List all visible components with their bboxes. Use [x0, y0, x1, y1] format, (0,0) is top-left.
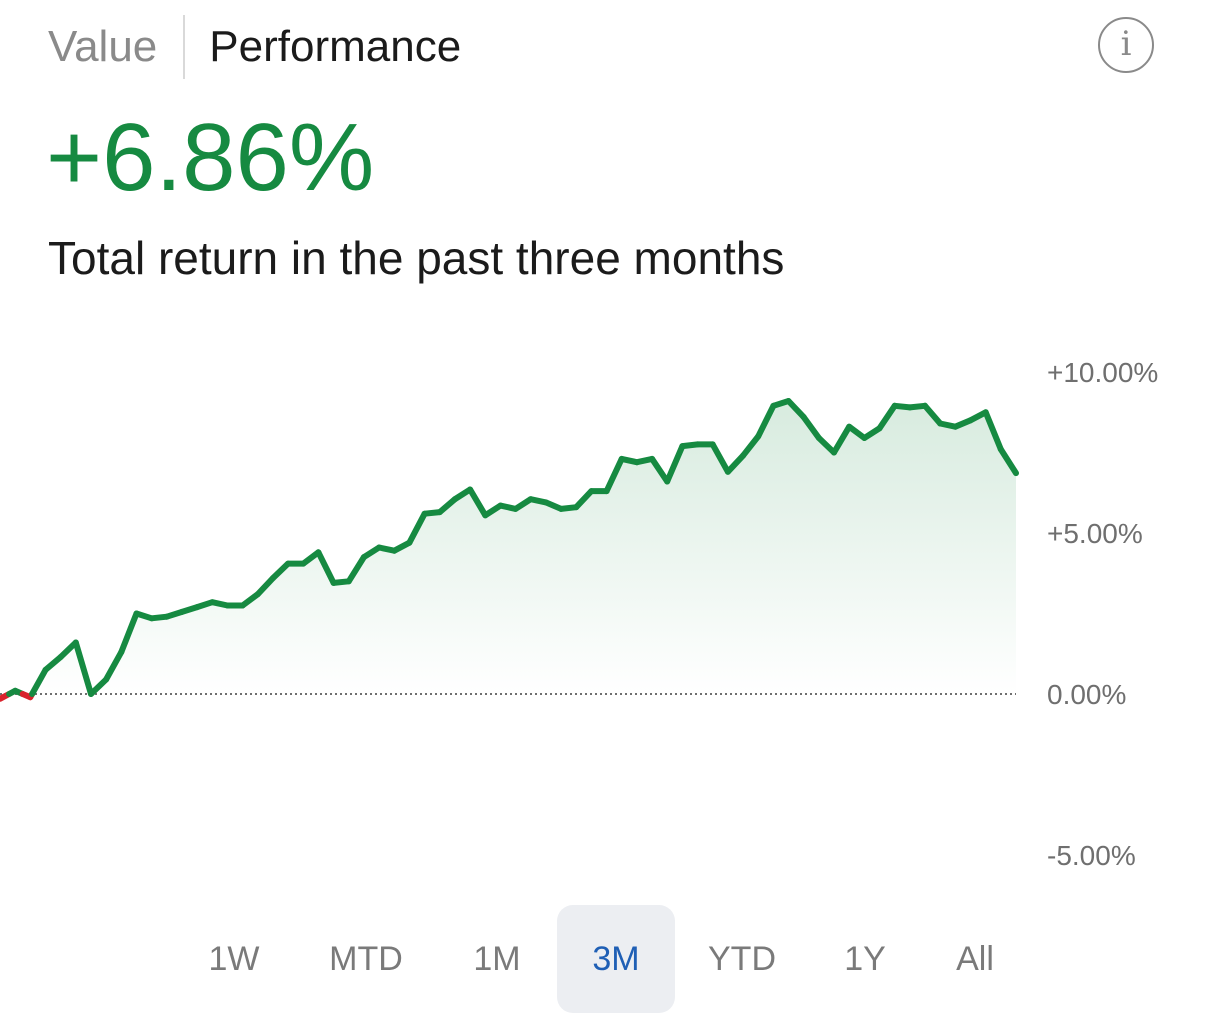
- series-line-segment: [451, 486, 474, 503]
- range-button-1m[interactable]: 1M: [473, 939, 521, 978]
- series-line-segment: [300, 549, 322, 567]
- series-line-segment: [922, 402, 944, 427]
- info-button[interactable]: i: [1098, 17, 1154, 73]
- series-line-segment: [345, 554, 367, 585]
- series-line-segment: [88, 676, 110, 697]
- range-button-mtd[interactable]: MTD: [329, 939, 403, 978]
- series-line-segment: [436, 496, 458, 516]
- range-button-1w[interactable]: 1W: [208, 939, 260, 978]
- range-button-all[interactable]: All: [956, 939, 994, 978]
- series-line-segment: [755, 402, 777, 440]
- series-line-segment: [800, 414, 822, 441]
- y-tick-label: +10.00%: [1047, 357, 1158, 388]
- series-line-segment: [709, 441, 731, 475]
- series-line-segment: [785, 398, 807, 421]
- total-return-value: +6.86%: [46, 104, 375, 211]
- y-tick-label: +5.00%: [1047, 518, 1143, 549]
- series-line-segment: [239, 591, 261, 609]
- chart-area-fill: [0, 401, 1016, 694]
- series-line-segment: [724, 452, 746, 475]
- view-tabs: Value Performance: [48, 14, 461, 80]
- time-range-selector: 1W MTD 1M 3M YTD 1Y All: [175, 905, 1035, 1013]
- series-line-segment: [254, 575, 276, 598]
- y-tick-label: -5.00%: [1047, 840, 1136, 871]
- series-line-segment: [876, 402, 898, 432]
- y-tick-label: 0.00%: [1047, 679, 1126, 710]
- series-line-segment: [406, 510, 428, 546]
- series-line-segment: [118, 610, 140, 656]
- series-line-segment: [740, 433, 762, 459]
- series-line-segment: [573, 488, 595, 511]
- series-line-segment: [846, 423, 868, 441]
- series-line-segment: [57, 639, 79, 660]
- range-button-3m[interactable]: 3M: [557, 905, 675, 1013]
- series-line-segment: [103, 649, 125, 683]
- series-line-segment: [982, 409, 1004, 453]
- series-line-segment: [42, 654, 64, 673]
- series-line-segment: [649, 455, 671, 485]
- range-button-ytd[interactable]: YTD: [708, 939, 776, 978]
- series-line-segment: [997, 446, 1019, 477]
- series-line-segment: [664, 443, 686, 485]
- series-line-segment: [603, 455, 625, 495]
- tab-value[interactable]: Value: [48, 22, 158, 71]
- series-line-segment: [315, 549, 337, 586]
- info-icon: i: [1120, 24, 1132, 64]
- series-line-segment: [815, 435, 837, 456]
- series-line-segment: [467, 486, 489, 519]
- tab-divider: [183, 15, 186, 79]
- series-line-segment: [29, 666, 49, 697]
- series-line-segment: [831, 423, 853, 456]
- tab-performance[interactable]: Performance: [209, 22, 462, 71]
- total-return-description: Total return in the past three months: [48, 232, 785, 284]
- series-line-segment: [270, 560, 292, 582]
- series-line-segment: [72, 639, 94, 697]
- range-button-1y[interactable]: 1Y: [844, 939, 886, 978]
